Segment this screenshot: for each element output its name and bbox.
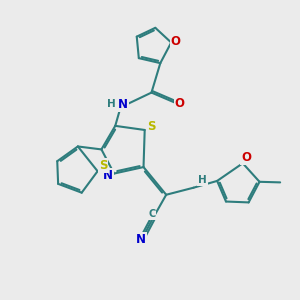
Text: H: H <box>107 99 116 109</box>
Text: O: O <box>174 97 184 110</box>
Text: N: N <box>118 98 128 111</box>
Text: O: O <box>241 151 251 164</box>
Text: O: O <box>171 34 181 48</box>
Text: N: N <box>136 233 146 246</box>
Text: C: C <box>148 209 156 219</box>
Text: S: S <box>147 120 155 133</box>
Text: N: N <box>103 169 112 182</box>
Text: S: S <box>99 159 107 172</box>
Text: H: H <box>198 175 207 185</box>
